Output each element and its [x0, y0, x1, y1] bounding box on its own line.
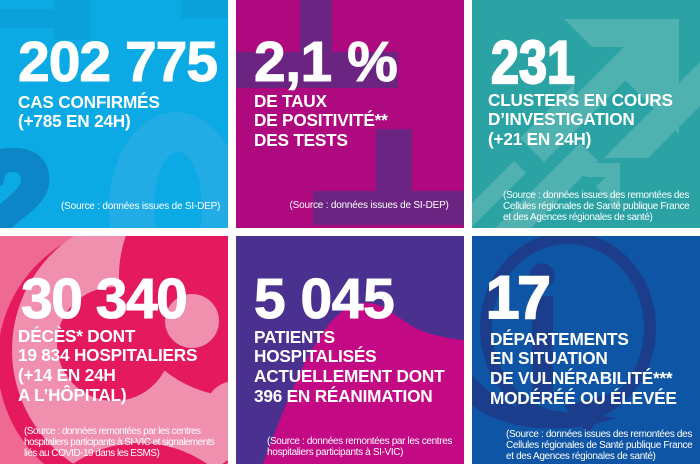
svg-text:2: 2 [0, 123, 52, 228]
